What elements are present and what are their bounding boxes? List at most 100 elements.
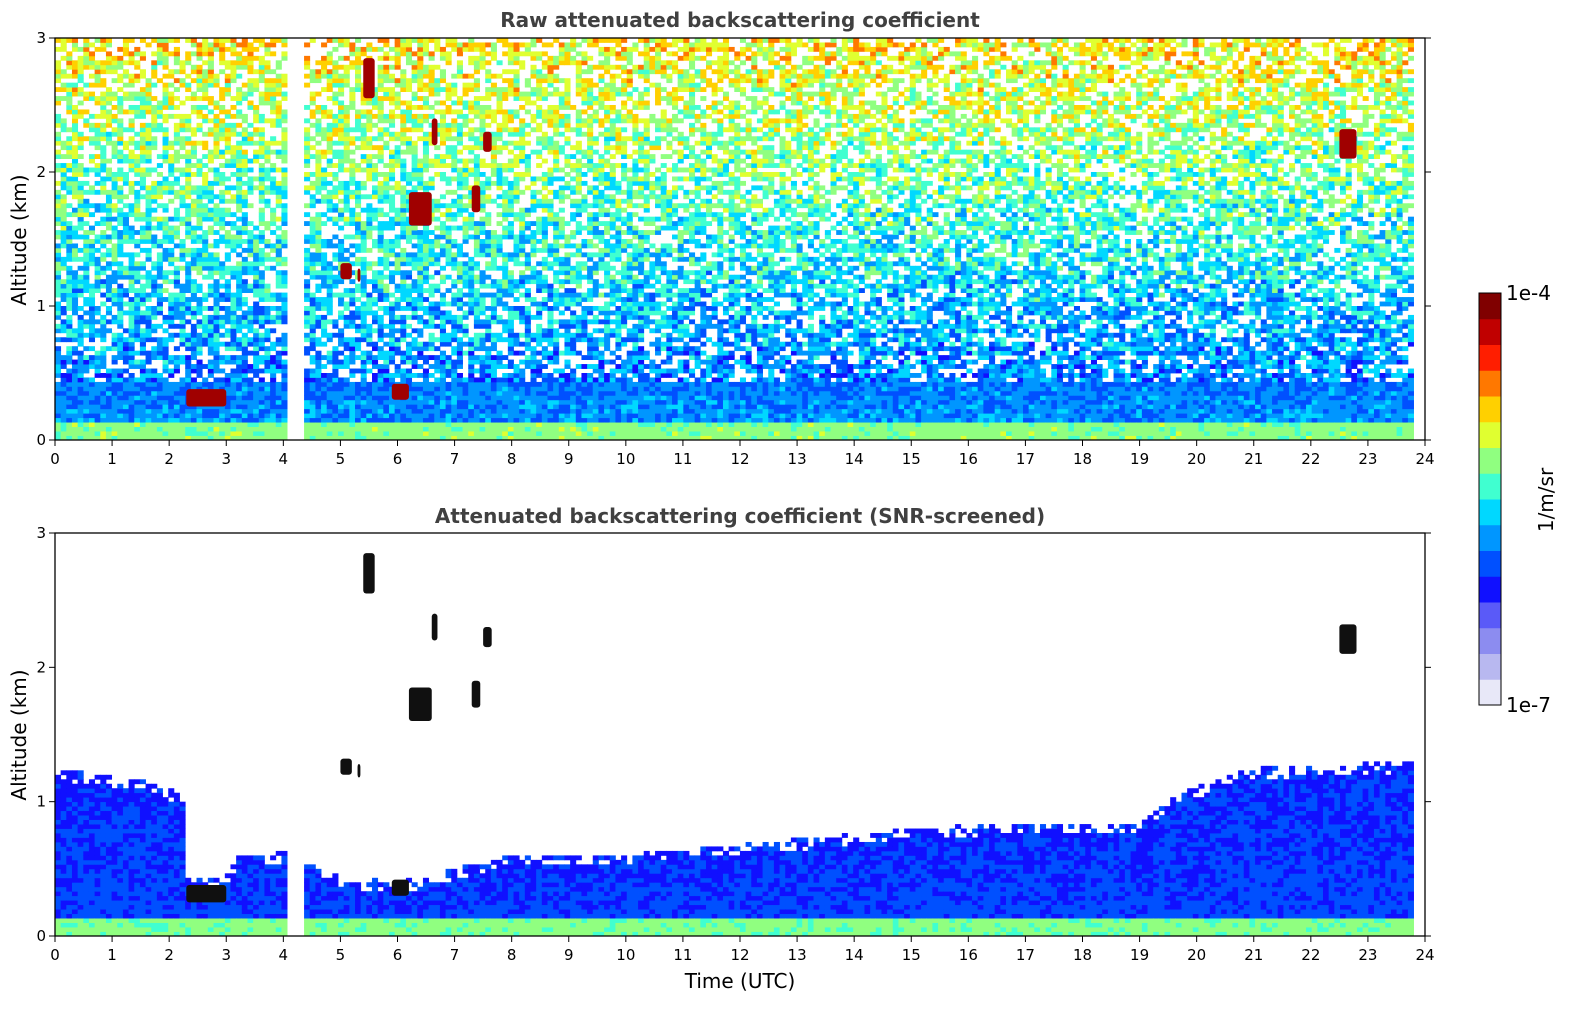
heatmap-cell (366, 163, 373, 168)
heatmap-cell (213, 310, 220, 316)
heatmap-cell (332, 64, 339, 70)
heatmap-cell (326, 122, 333, 128)
heatmap-cell (383, 341, 390, 347)
heatmap-cell (462, 118, 469, 124)
heatmap-cell (462, 390, 469, 396)
heatmap-cell (275, 270, 282, 276)
heatmap-cell (151, 122, 158, 128)
heatmap-cell (139, 404, 146, 410)
heatmap-cell (326, 69, 333, 75)
heatmap-cell (60, 297, 67, 302)
heatmap-cell (94, 239, 101, 244)
heatmap-cell (202, 413, 209, 419)
heatmap-cell (60, 127, 67, 133)
heatmap-cell (247, 51, 254, 57)
heatmap-cell (417, 105, 424, 110)
heatmap-cell (451, 373, 458, 378)
heatmap-cell (315, 176, 322, 182)
heatmap-cell (388, 194, 396, 200)
heatmap-cell (207, 270, 214, 276)
heatmap-cell (394, 82, 401, 88)
heatmap-cell (490, 158, 497, 164)
heatmap-cell (355, 399, 362, 405)
heatmap-cell (55, 364, 62, 369)
heatmap-cell (366, 158, 373, 164)
heatmap-cell (445, 105, 452, 110)
heatmap-cell (236, 243, 243, 249)
heatmap-cell (151, 243, 158, 249)
heatmap-cell (343, 131, 350, 137)
heatmap-cell (258, 368, 265, 374)
heatmap-cell (156, 78, 163, 84)
heatmap-cell (411, 234, 418, 240)
heatmap-cell (241, 118, 248, 124)
heatmap-cell (66, 256, 73, 262)
heatmap-cell (400, 207, 407, 213)
heatmap-cell (321, 408, 328, 414)
heatmap-cell (168, 69, 175, 75)
heatmap-cell (88, 73, 96, 79)
heatmap-cell (383, 180, 390, 186)
heatmap-cell (253, 279, 260, 285)
heatmap-cell (439, 301, 446, 307)
heatmap-cell (71, 158, 79, 164)
heatmap-cell (411, 404, 418, 410)
heatmap-cell (445, 60, 452, 66)
heatmap-cell (304, 256, 311, 262)
heatmap-cell (343, 185, 350, 191)
heatmap-cell (156, 323, 163, 329)
heatmap-cell (400, 404, 407, 410)
heatmap-cell (338, 261, 345, 267)
heatmap-cell (111, 96, 118, 101)
heatmap-cell (281, 310, 288, 316)
heatmap-cell (122, 341, 129, 347)
heatmap-cell (372, 105, 379, 110)
heatmap-cell (439, 212, 446, 218)
heatmap-cell (185, 225, 192, 231)
heatmap-cell (66, 306, 73, 311)
heatmap-cell (304, 145, 311, 151)
heatmap-cell (145, 216, 152, 222)
heatmap-cell (332, 96, 339, 101)
heatmap-cell (264, 82, 271, 88)
heatmap-cell (168, 386, 175, 392)
heatmap-cell (377, 395, 384, 401)
heatmap-cell (462, 274, 469, 280)
heatmap-cell (400, 319, 407, 325)
heatmap-cell (468, 435, 475, 441)
heatmap-cell (428, 64, 435, 70)
heatmap-cell (122, 310, 129, 316)
heatmap-cell (111, 399, 118, 405)
heatmap-cell (151, 279, 158, 285)
heatmap-cell (241, 359, 248, 365)
heatmap-cell (445, 314, 452, 320)
heatmap-cell (55, 355, 62, 360)
heatmap-cell (490, 319, 497, 325)
heatmap-cell (264, 96, 271, 101)
heatmap-cell (411, 64, 418, 70)
heatmap-cell (445, 109, 452, 115)
heatmap-cell (185, 185, 192, 191)
heatmap-cell (496, 279, 503, 285)
heatmap-cell (479, 404, 486, 410)
heatmap-cell (241, 323, 248, 329)
heatmap-cell (445, 203, 452, 209)
heatmap-cell (173, 230, 180, 235)
heatmap-cell (400, 194, 407, 200)
heatmap-cell (224, 46, 231, 52)
heatmap-cell (219, 172, 226, 177)
heatmap-cell (230, 328, 237, 334)
heatmap-cell (400, 109, 407, 115)
heatmap-cell (179, 328, 186, 334)
heatmap-cell (71, 390, 79, 396)
heatmap-cell (71, 417, 79, 423)
heatmap-cell (71, 69, 79, 75)
heatmap-cell (151, 145, 158, 151)
heatmap-cell (241, 158, 248, 164)
heatmap-cell (55, 413, 62, 419)
heatmap-cell (394, 265, 401, 271)
heatmap-cell (258, 64, 265, 70)
heatmap-cell (377, 55, 384, 61)
heatmap-cell (88, 310, 96, 316)
heatmap-cell (304, 172, 311, 177)
